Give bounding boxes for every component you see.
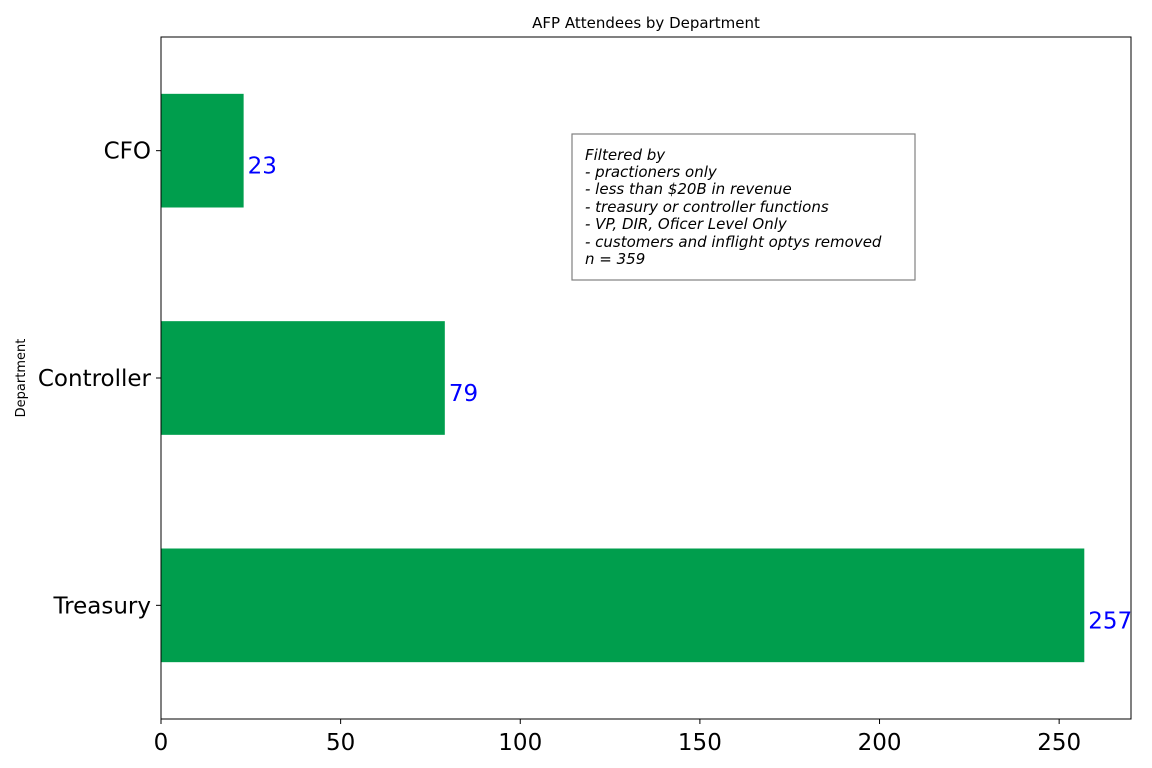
x-tick-label: 0 bbox=[154, 730, 169, 756]
plot-frame bbox=[160, 36, 1132, 720]
x-tick-label: 50 bbox=[326, 730, 355, 756]
x-tick-label: 250 bbox=[1037, 730, 1081, 756]
bar-treasury bbox=[161, 548, 1085, 663]
data-label-cfo: 23 bbox=[248, 154, 277, 180]
bar-controller bbox=[161, 321, 445, 435]
annotation-line: - practioners only bbox=[585, 163, 718, 181]
data-label-treasury: 257 bbox=[1088, 608, 1132, 634]
x-tick-label: 200 bbox=[858, 730, 902, 756]
annotation-line: - less than $20B in revenue bbox=[585, 180, 792, 198]
y-axis-label: Department bbox=[14, 339, 29, 418]
bar-cfo bbox=[161, 93, 244, 208]
y-ticks-group: Treasury Controller CFO bbox=[38, 139, 161, 619]
chart-title: AFP Attendees by Department bbox=[532, 14, 760, 32]
x-tick-label: 150 bbox=[678, 730, 722, 756]
x-ticks-group: 0 50 100 150 200 250 bbox=[154, 719, 1081, 756]
annotation-box: Filtered by - practioners only - less th… bbox=[571, 133, 916, 281]
annotation-line: - VP, DIR, Oficer Level Only bbox=[585, 215, 788, 233]
annotation-line: - treasury or controller functions bbox=[585, 198, 829, 216]
bars-group bbox=[161, 93, 1085, 663]
data-labels-group: 257 79 23 bbox=[248, 154, 1133, 635]
annotation-frame bbox=[571, 133, 916, 281]
x-tick-label: 100 bbox=[498, 730, 542, 756]
annotation-line: n = 359 bbox=[585, 250, 645, 268]
y-tick-label: Controller bbox=[38, 366, 152, 392]
annotation-line: - customers and inflight optys removed bbox=[585, 233, 882, 251]
y-tick-label: Treasury bbox=[53, 593, 152, 619]
annotation-line: Filtered by bbox=[585, 146, 666, 164]
data-label-controller: 79 bbox=[449, 381, 478, 407]
y-tick-label: CFO bbox=[104, 139, 151, 165]
